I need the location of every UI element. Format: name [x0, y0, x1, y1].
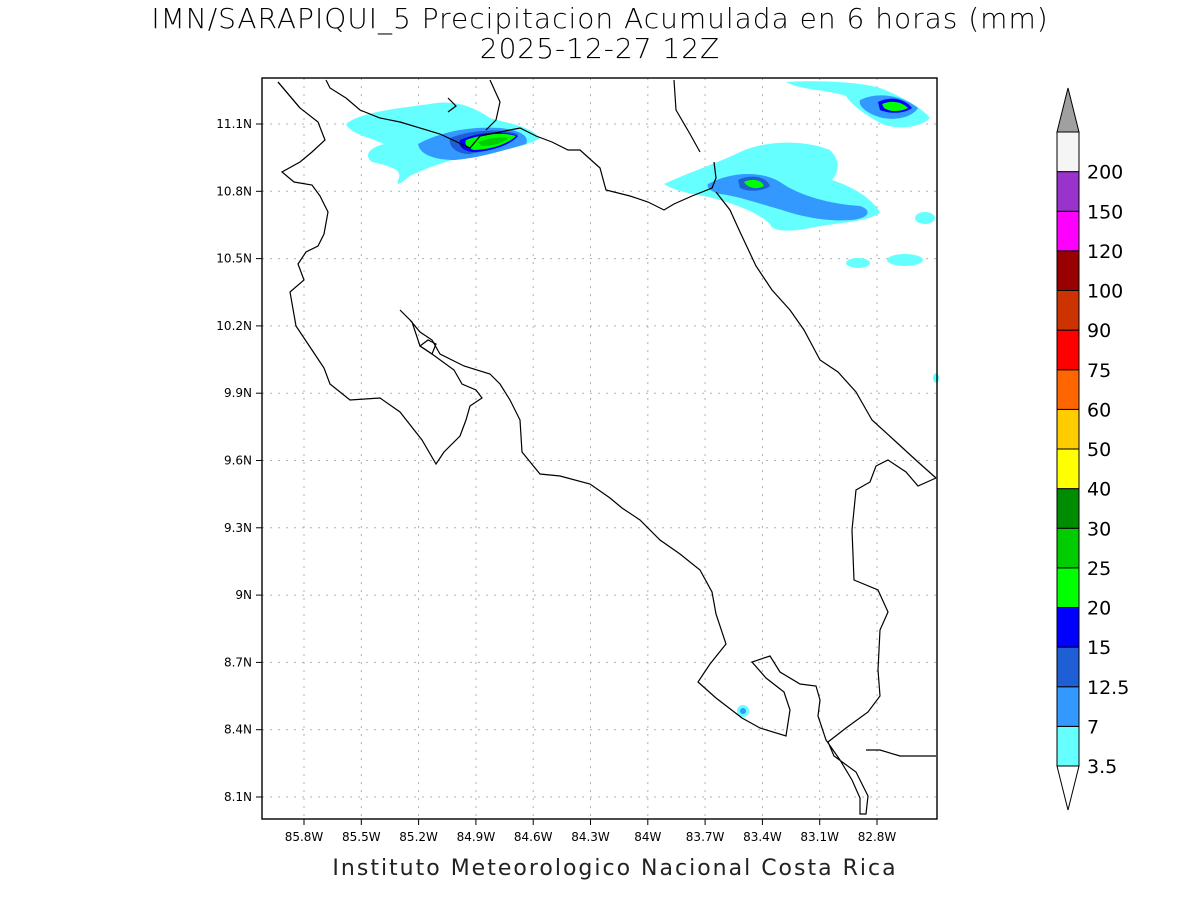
precip-area-far-northeast-20mm [882, 101, 908, 111]
colorbar-level-label: 120 [1087, 241, 1123, 263]
precipitation-field [346, 81, 939, 717]
colorbar-segment [1056, 329, 1080, 371]
lat-tick-label: 9.3N [224, 521, 252, 535]
lat-tick-label: 9.9N [224, 386, 252, 400]
lat-tick-label: 8.7N [224, 655, 252, 669]
colorbar-segment [1056, 250, 1080, 291]
lat-tick-label: 9N [235, 588, 252, 602]
precip-cell-south-core [740, 708, 746, 714]
colorbar-level-label: 60 [1087, 399, 1111, 421]
colorbar-segment [1056, 567, 1080, 608]
map-frame [261, 77, 938, 820]
colorbar-segment [1056, 646, 1080, 688]
colorbar-segment [1056, 488, 1080, 529]
colorbar-level-label: 3.5 [1087, 756, 1117, 778]
map-footer-credit: Instituto Meteorologico Nacional Costa R… [332, 856, 898, 881]
colorbar-legend: 3.5 7 12.5 15 20 25 30 40 50 60 75 90 100 120 150 200 [1056, 87, 1129, 811]
colorbar-level-label: 40 [1087, 479, 1111, 501]
colorbar-segment [1056, 527, 1080, 569]
precip-cell-edge [933, 373, 939, 383]
map-gridlines [262, 78, 937, 819]
lat-tick-label: 11.1N [216, 117, 252, 131]
colorbar-level-label: 30 [1087, 518, 1111, 540]
colorbar-level-label: 12.5 [1087, 677, 1129, 699]
colorbar-segment [1056, 686, 1080, 727]
colorbar-level-label: 90 [1087, 320, 1111, 342]
precip-area-northeast-20mm [744, 179, 764, 189]
colorbar-level-label: 200 [1087, 162, 1123, 184]
lon-tick-label: 83.4W [743, 830, 782, 844]
precip-cell-east [846, 258, 870, 268]
colorbar-over-arrow [1056, 87, 1080, 133]
colorbar-segment [1056, 369, 1080, 410]
lon-tick-label: 85.2W [399, 830, 438, 844]
lon-tick-label: 83.7W [686, 830, 725, 844]
colorbar-segment [1056, 290, 1080, 331]
lat-tick-label: 8.1N [224, 790, 252, 804]
longitude-tick-labels: 85.8W 85.5W 85.2W 84.9W 84.6W 84.3W 84W 83.7W 83… [285, 819, 897, 844]
colorbar-segment [1056, 408, 1080, 450]
lat-tick-label: 10.2N [216, 319, 252, 333]
coastline [277, 79, 937, 815]
colorbar-segment [1056, 725, 1080, 767]
lon-tick-label: 82.8W [858, 830, 897, 844]
colorbar-segment [1056, 210, 1080, 252]
lon-tick-label: 84.3W [571, 830, 610, 844]
lon-tick-label: 85.8W [285, 830, 324, 844]
lon-tick-label: 84.9W [457, 830, 496, 844]
colorbar-level-label: 75 [1087, 360, 1111, 382]
lat-tick-label: 10.8N [216, 184, 252, 198]
colorbar-level-label: 50 [1087, 439, 1111, 461]
colorbar-segment [1056, 131, 1080, 173]
lon-tick-label: 84W [634, 830, 661, 844]
colorbar-level-label: 150 [1087, 201, 1123, 223]
map-subtitle: 2025-12-27 12Z [479, 32, 721, 65]
precip-cell-east-3 [915, 212, 935, 224]
colorbar-level-label: 25 [1087, 558, 1111, 580]
colorbar-segment [1056, 171, 1080, 212]
colorbar-segment [1056, 607, 1080, 648]
latitude-tick-labels: 11.1N 10.8N 10.5N 10.2N 9.9N 9.6N 9.3N 9N 8.7N 8.… [216, 117, 262, 804]
lon-tick-label: 83.1W [800, 830, 839, 844]
lon-tick-label: 84.6W [514, 830, 553, 844]
colorbar-level-label: 20 [1087, 598, 1111, 620]
lon-tick-label: 85.5W [342, 830, 381, 844]
colorbar-level-label: 7 [1087, 716, 1099, 738]
map-title: IMN/SARAPIQUI_5 Precipitacion Acumulada … [151, 2, 1049, 35]
colorbar-under-arrow [1056, 765, 1080, 811]
colorbar-level-label: 15 [1087, 637, 1111, 659]
lat-tick-label: 9.6N [224, 454, 252, 468]
lat-tick-label: 8.4N [224, 723, 252, 737]
lat-tick-label: 10.5N [216, 252, 252, 266]
colorbar-segment [1056, 448, 1080, 490]
precip-area-northwest-25mm [478, 137, 508, 146]
colorbar-level-label: 100 [1087, 281, 1123, 303]
precip-cell-east-2 [887, 254, 923, 266]
